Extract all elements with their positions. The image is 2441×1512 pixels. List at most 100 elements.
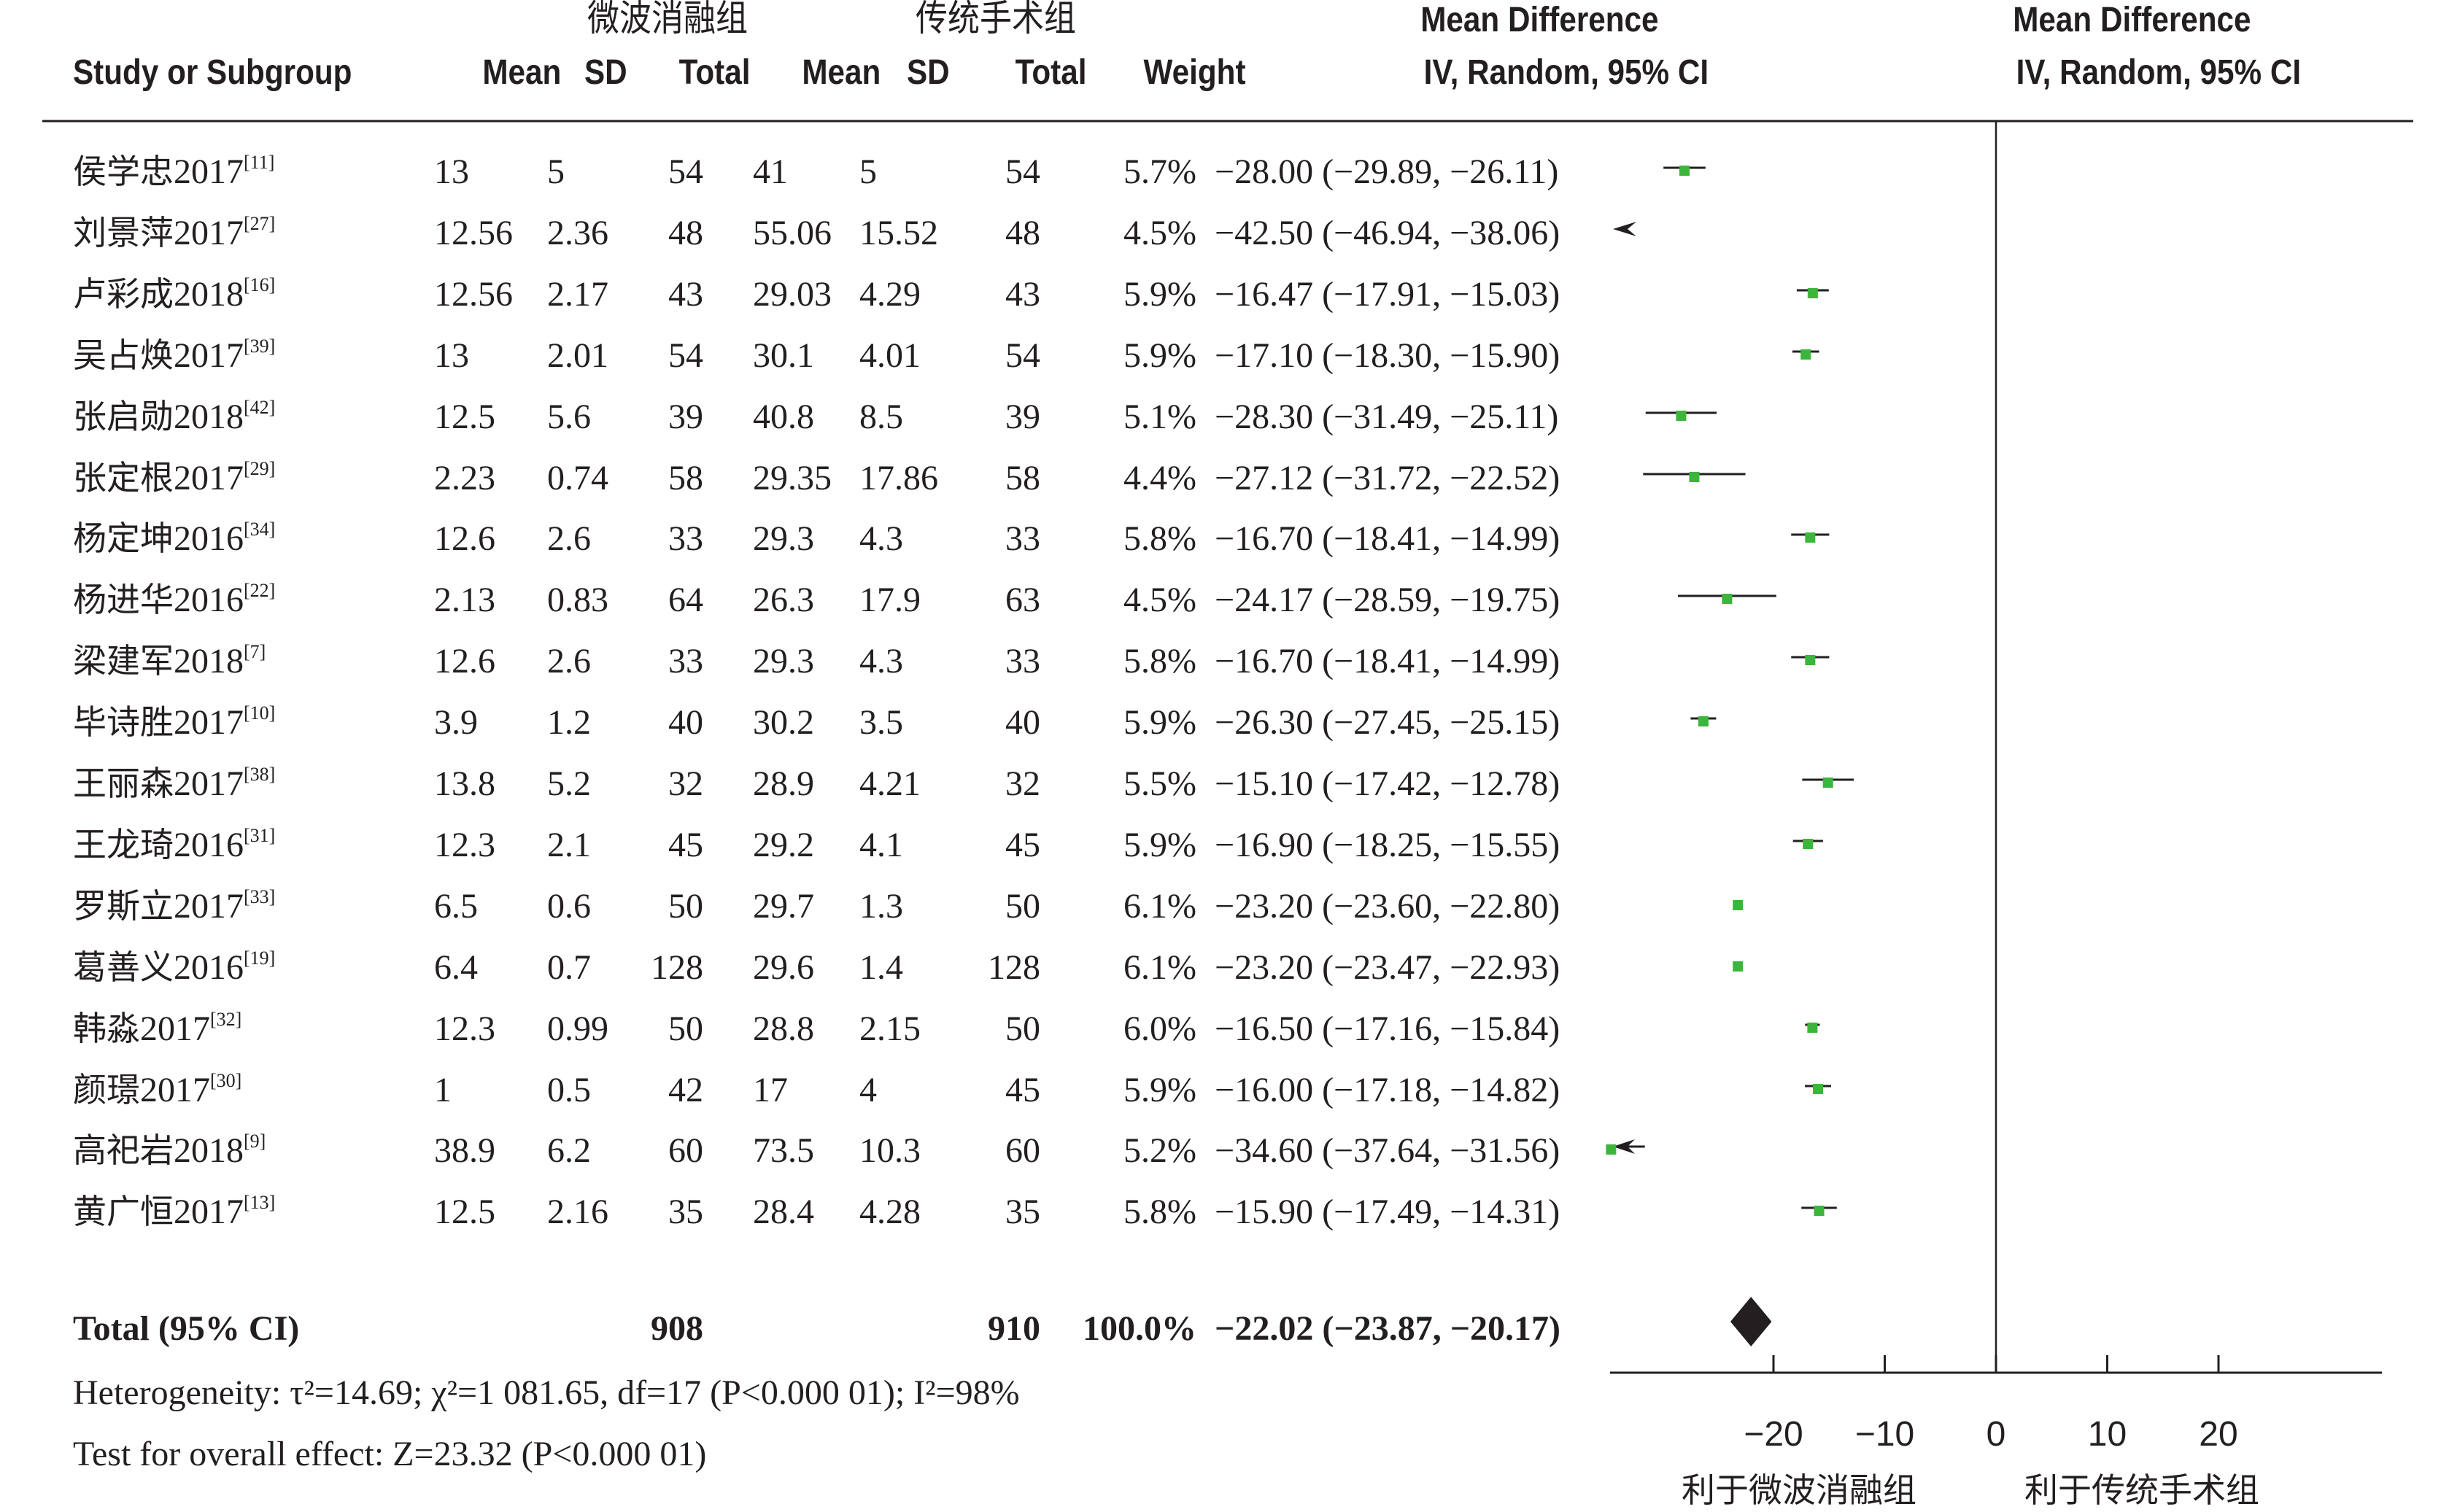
total-control: 40 <box>1005 703 1040 742</box>
study-author: 葛善义 <box>73 947 174 987</box>
study-year: 2017 <box>174 214 244 252</box>
weight: 5.5% <box>1123 764 1196 803</box>
study-year: 2016 <box>174 826 244 864</box>
sd-experimental: 2.01 <box>547 336 608 375</box>
mean-control: 28.8 <box>753 1009 814 1048</box>
sd-control: 10.3 <box>859 1131 921 1170</box>
study-author: 罗斯立 <box>73 886 174 926</box>
mean-control: 28.9 <box>753 764 814 803</box>
total-experimental: 54 <box>668 152 703 191</box>
study-name: 梁建军2018[7] <box>73 641 266 679</box>
point-estimate-marker <box>1689 472 1700 482</box>
mean-control: 55.06 <box>753 214 832 252</box>
mean-control: 41 <box>753 152 788 191</box>
sd-experimental: 2.1 <box>547 826 591 864</box>
study-reference: [29] <box>244 458 276 479</box>
x-tick-label: −10 <box>1855 1415 1914 1454</box>
sd-control: 1.4 <box>859 948 903 987</box>
ci-arrow-left <box>1613 222 1636 236</box>
study-author: 王丽森 <box>73 764 174 803</box>
mean-experimental: 1 <box>434 1071 452 1109</box>
study-author: 张定根 <box>73 458 174 497</box>
weight: 5.9% <box>1123 336 1196 375</box>
ci-arrow-left <box>1613 1139 1635 1154</box>
mean-control: 17 <box>753 1071 788 1109</box>
column-header-mean-control: Mean <box>802 53 881 92</box>
mean-experimental: 12.3 <box>434 1009 495 1048</box>
study-year: 2018 <box>174 275 244 314</box>
sd-control: 4.29 <box>859 275 921 314</box>
point-estimate-marker <box>1800 349 1811 360</box>
study-reference: [13] <box>244 1192 276 1213</box>
total-control: 60 <box>1005 1131 1040 1170</box>
total-control: 54 <box>1005 336 1040 375</box>
plot-title: Mean Difference <box>2013 1 2251 39</box>
weight: 5.8% <box>1123 642 1196 681</box>
total-experimental: 54 <box>668 336 703 375</box>
weight: 5.9% <box>1123 703 1196 742</box>
mean-experimental: 13.8 <box>434 764 495 803</box>
mean-control: 26.3 <box>753 581 814 619</box>
point-estimate-marker <box>1606 1144 1617 1155</box>
study-name: 王龙琦2016[31] <box>73 825 275 864</box>
column-header-sd-experimental: SD <box>584 53 627 92</box>
sd-control: 4.28 <box>859 1193 921 1231</box>
total-experimental: 908 <box>651 1309 703 1348</box>
weight: 5.9% <box>1123 1071 1196 1109</box>
plot-method: IV, Random, 95% CI <box>2016 53 2302 92</box>
study-name: 卢彩成2018[16] <box>73 275 275 314</box>
study-reference: [42] <box>244 397 276 418</box>
sd-experimental: 5.6 <box>547 398 591 436</box>
study-year: 2017 <box>174 459 244 497</box>
sd-control: 17.86 <box>859 459 938 497</box>
column-header-total-control: Total <box>1015 53 1087 92</box>
sd-experimental: 1.2 <box>547 703 591 742</box>
weight: 5.8% <box>1123 519 1196 558</box>
point-estimate-marker <box>1733 961 1744 972</box>
weight: 4.4% <box>1123 459 1196 497</box>
study-reference: [9] <box>244 1131 266 1152</box>
total-experimental: 40 <box>668 703 703 742</box>
mean-experimental: 2.13 <box>434 581 495 619</box>
study-year: 2017 <box>174 887 244 926</box>
study-author: 黄广恒 <box>73 1192 174 1231</box>
mean-experimental: 12.5 <box>434 1193 495 1231</box>
study-reference: [32] <box>210 1009 242 1030</box>
study-year: 2017 <box>174 1193 244 1231</box>
study-author: 高祀岩 <box>73 1131 174 1170</box>
sd-experimental: 5.2 <box>547 764 591 803</box>
total-experimental: 50 <box>668 887 703 926</box>
mean-control: 29.7 <box>753 887 814 926</box>
sd-control: 4.21 <box>859 764 921 803</box>
ci-text: −16.70 (−18.41, −14.99) <box>1215 642 1560 681</box>
ci-text: −16.50 (−17.16, −15.84) <box>1215 1009 1560 1048</box>
weight: 5.2% <box>1123 1131 1196 1170</box>
study-name: 张定根2017[29] <box>73 458 276 497</box>
ci-text: −15.10 (−17.42, −12.78) <box>1215 764 1560 803</box>
ci-text: −27.12 (−31.72, −22.52) <box>1215 459 1560 497</box>
sd-control: 4.01 <box>859 336 921 375</box>
point-estimate-marker <box>1807 1023 1818 1033</box>
sd-experimental: 6.2 <box>547 1131 591 1170</box>
total-experimental: 60 <box>668 1131 703 1170</box>
weight: 6.1% <box>1123 948 1196 987</box>
total-experimental: 32 <box>668 764 703 803</box>
sd-experimental: 0.7 <box>547 948 591 987</box>
point-estimate-marker <box>1698 716 1709 726</box>
mean-control: 73.5 <box>753 1131 814 1170</box>
mean-experimental: 13 <box>434 336 469 375</box>
point-estimate-marker <box>1803 839 1814 849</box>
sd-experimental: 2.17 <box>547 275 608 314</box>
mean-control: 29.03 <box>753 275 832 314</box>
sd-experimental: 0.83 <box>547 581 608 619</box>
sd-experimental: 0.74 <box>547 459 608 497</box>
study-name: 吴占焕2017[39] <box>73 337 275 373</box>
sd-control: 4.1 <box>859 826 903 864</box>
sd-control: 5 <box>859 152 877 191</box>
x-tick-label: 20 <box>2199 1415 2237 1454</box>
column-header-weight: Weight <box>1143 53 1246 92</box>
study-author: 王龙琦 <box>73 825 174 864</box>
study-reference: [7] <box>244 641 266 662</box>
study-year: 2018 <box>174 1131 244 1170</box>
